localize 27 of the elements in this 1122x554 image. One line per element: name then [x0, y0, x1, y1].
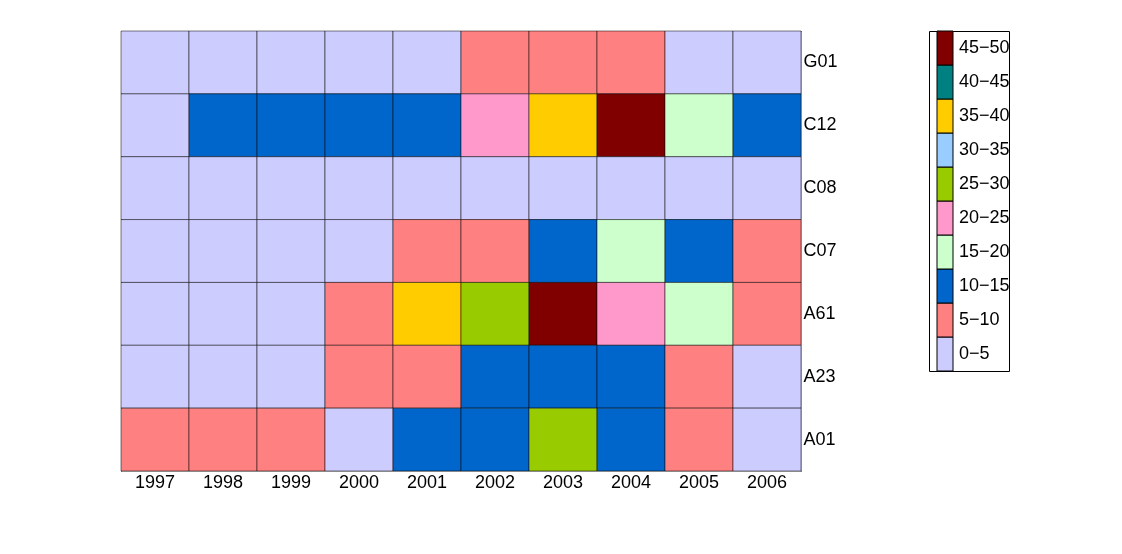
y-tick-label: A23: [803, 365, 836, 386]
y-tick-label: G01: [803, 51, 838, 72]
x-tick-label: 2002: [474, 471, 516, 492]
x-tick-label: 2001: [406, 471, 448, 492]
color-bar-label: 15−20: [959, 241, 1010, 261]
x-tick-label: 1997: [134, 471, 176, 492]
color-bar-label: 35−40: [959, 105, 1010, 125]
y-tick-label: C07: [803, 240, 837, 260]
color-bar-label: 5−10: [959, 309, 1000, 329]
color-bar-label: 25−30: [959, 173, 1010, 193]
x-tick-label: 2004: [610, 471, 652, 492]
color-bar-label: 10−15: [959, 275, 1010, 295]
x-tick-label: 2006: [746, 471, 788, 492]
x-tick-label: 2003: [542, 471, 584, 492]
y-tick-label: A61: [803, 302, 836, 323]
x-tick-label: 1999: [270, 471, 312, 492]
x-tick-label: 2005: [678, 471, 720, 492]
x-tick-label: 1998: [202, 471, 244, 492]
color-bar-label: 45−50: [959, 37, 1010, 57]
y-tick-label: C08: [803, 177, 837, 198]
y-tick-label: C12: [803, 114, 837, 135]
color-bar-label: 30−35: [959, 139, 1010, 159]
color-bar-label: 20−25: [959, 207, 1010, 227]
x-tick-label: 2000: [338, 471, 380, 492]
color-bar-label: 0−5: [959, 343, 990, 363]
y-tick-label: A01: [803, 428, 836, 449]
color-bar-label: 40−45: [959, 71, 1010, 91]
